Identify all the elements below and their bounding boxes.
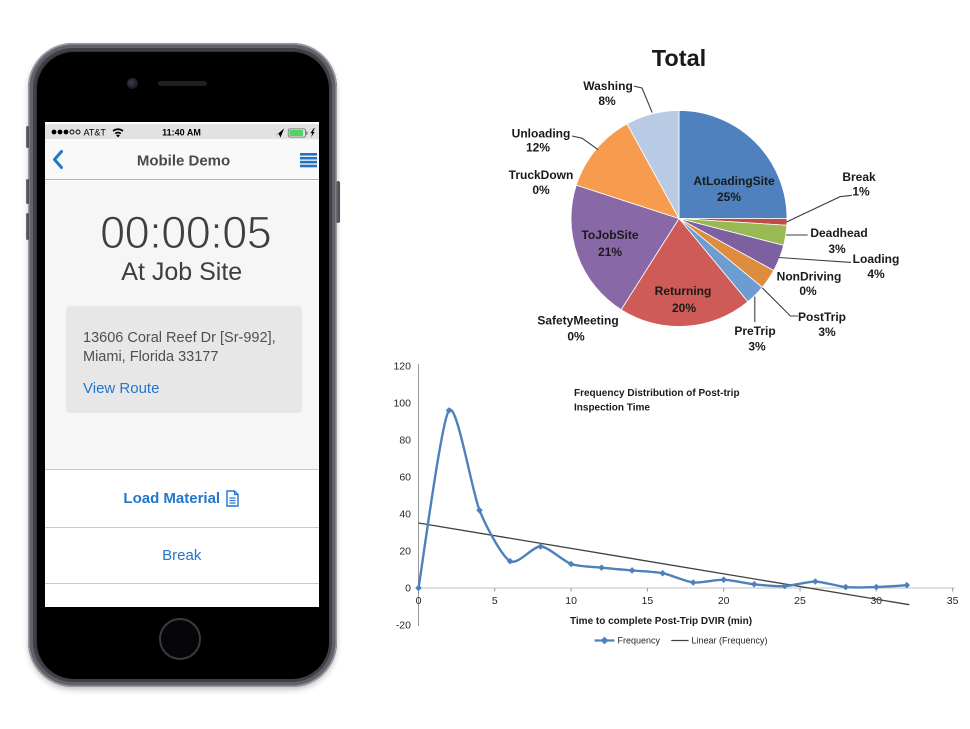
svg-text:1%: 1% bbox=[852, 185, 870, 199]
svg-text:Time to complete Post-Trip DVI: Time to complete Post-Trip DVIR (min) bbox=[570, 616, 752, 627]
svg-text:11:40 AM: 11:40 AM bbox=[162, 127, 201, 137]
svg-text:25: 25 bbox=[794, 595, 806, 607]
svg-text:AtLoadingSite: AtLoadingSite bbox=[693, 174, 775, 188]
svg-text:Total: Total bbox=[652, 45, 706, 71]
svg-text:PostTrip: PostTrip bbox=[798, 310, 846, 324]
svg-text:Washing: Washing bbox=[583, 79, 633, 93]
svg-text:100: 100 bbox=[393, 398, 411, 410]
svg-text:TruckDown: TruckDown bbox=[509, 168, 574, 182]
svg-text:120: 120 bbox=[393, 361, 411, 373]
svg-text:-20: -20 bbox=[396, 620, 411, 632]
svg-text:0%: 0% bbox=[532, 183, 550, 197]
svg-text:15: 15 bbox=[642, 595, 654, 607]
svg-text:8%: 8% bbox=[598, 94, 616, 108]
svg-text:40: 40 bbox=[399, 509, 411, 521]
svg-text:20: 20 bbox=[718, 595, 730, 607]
svg-text:4%: 4% bbox=[867, 267, 885, 281]
svg-text:Linear (Frequency): Linear (Frequency) bbox=[692, 636, 768, 646]
svg-text:10: 10 bbox=[565, 595, 577, 607]
svg-text:5: 5 bbox=[492, 595, 498, 607]
svg-text:20%: 20% bbox=[672, 301, 696, 315]
svg-text:3%: 3% bbox=[828, 242, 846, 256]
svg-text:PreTrip: PreTrip bbox=[734, 324, 775, 338]
svg-text:0%: 0% bbox=[567, 330, 585, 344]
svg-text:ToJobSite: ToJobSite bbox=[581, 228, 638, 242]
svg-text:12%: 12% bbox=[526, 141, 550, 155]
svg-text:Inspection Time: Inspection Time bbox=[574, 403, 650, 414]
svg-text:Mobile Demo: Mobile Demo bbox=[137, 152, 230, 169]
svg-text:NonDriving: NonDriving bbox=[777, 270, 842, 284]
svg-text:AT&T: AT&T bbox=[84, 127, 107, 137]
svg-text:Loading: Loading bbox=[853, 252, 900, 266]
svg-text:Frequency: Frequency bbox=[618, 636, 661, 646]
svg-text:Frequency Distribution of Post: Frequency Distribution of Post-trip bbox=[574, 388, 740, 399]
svg-text:Returning: Returning bbox=[655, 284, 712, 298]
svg-text:35: 35 bbox=[947, 595, 959, 607]
svg-text:0: 0 bbox=[405, 583, 411, 595]
svg-text:25%: 25% bbox=[717, 190, 741, 204]
svg-text:Break: Break bbox=[842, 170, 876, 184]
svg-text:60: 60 bbox=[399, 472, 411, 484]
svg-text:SafetyMeeting: SafetyMeeting bbox=[537, 314, 618, 328]
svg-text:3%: 3% bbox=[748, 340, 766, 354]
svg-text:Deadhead: Deadhead bbox=[810, 226, 867, 240]
svg-text:3%: 3% bbox=[818, 325, 836, 339]
svg-text:30: 30 bbox=[870, 595, 882, 607]
svg-text:0%: 0% bbox=[799, 284, 817, 298]
svg-text:0: 0 bbox=[416, 595, 422, 607]
svg-text:80: 80 bbox=[399, 435, 411, 447]
svg-text:Unloading: Unloading bbox=[512, 127, 571, 141]
svg-text:21%: 21% bbox=[598, 245, 622, 259]
svg-text:20: 20 bbox=[399, 546, 411, 558]
